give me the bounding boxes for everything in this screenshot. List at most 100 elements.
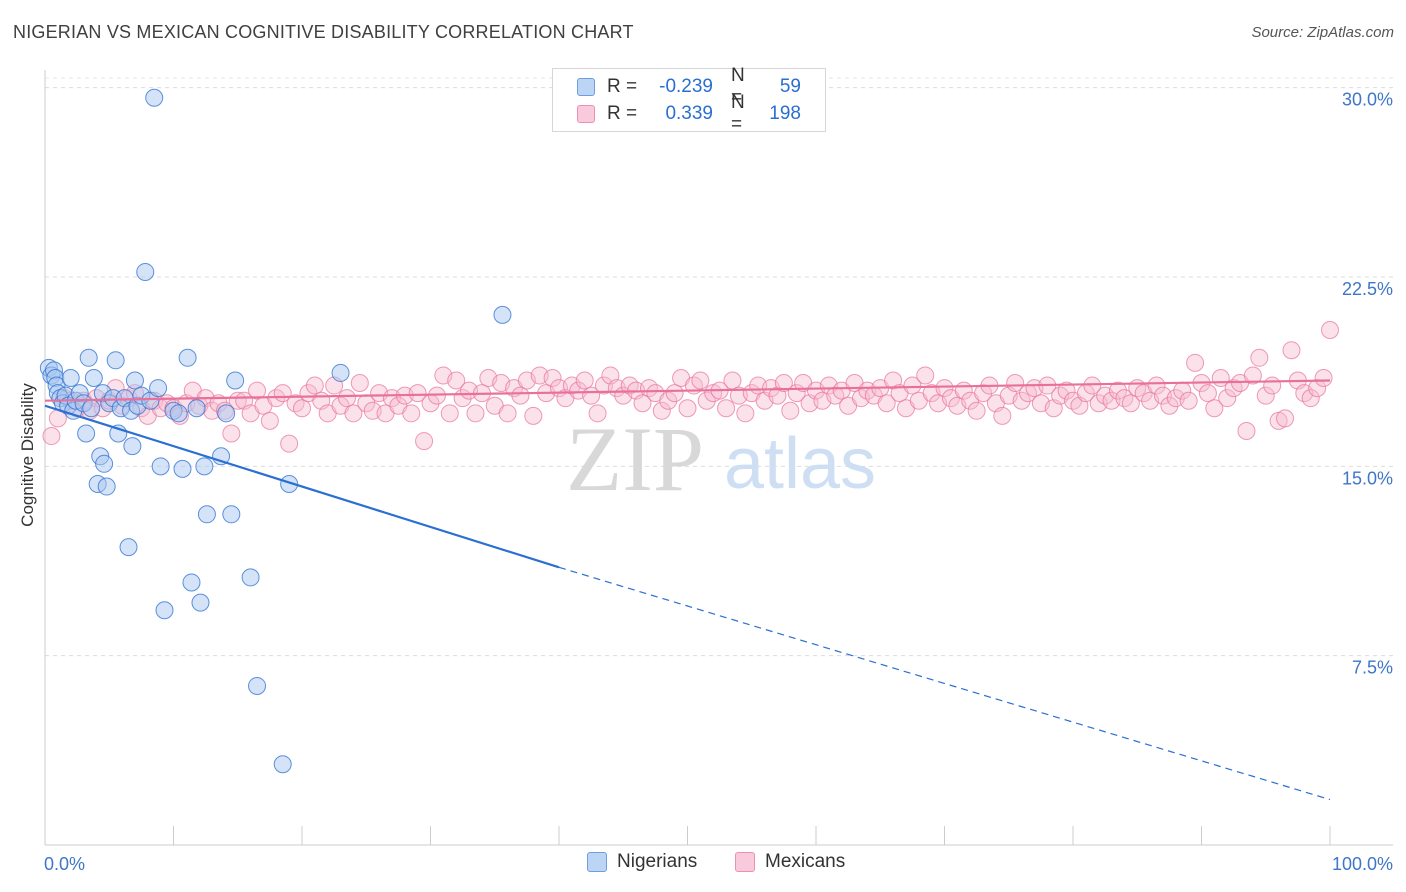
nigerians-point (222, 505, 241, 524)
nigerians-point (195, 457, 214, 476)
nigerians-point (273, 755, 292, 774)
mexicans-point (1198, 384, 1217, 403)
nigerians-point (61, 368, 80, 387)
axes (44, 70, 1393, 846)
mexicans-point (350, 374, 369, 393)
watermark-atlas: atlas (724, 424, 876, 504)
mexicans-point (993, 406, 1012, 425)
mexicans-point (305, 376, 324, 395)
legend-r-value: -0.239 (659, 76, 713, 97)
mexicans-point (42, 427, 61, 446)
nigerians-point (77, 424, 96, 443)
nigerians-legend-swatch (587, 852, 607, 872)
y-tick-label: 22.5% (1342, 279, 1393, 299)
nigerians-point (119, 538, 138, 557)
mexicans-point (1250, 348, 1269, 367)
nigerians-point (125, 371, 144, 390)
nigerians-point (226, 371, 245, 390)
nigerians-point (123, 437, 142, 456)
mexicans-legend-swatch (735, 852, 755, 872)
mexicans-point (723, 371, 742, 390)
legend-n-value: 198 (769, 103, 801, 124)
mexicans-point (736, 404, 755, 423)
mexicans-point (659, 391, 678, 410)
mexicans-point (665, 384, 684, 403)
y-tick-label: 30.0% (1342, 90, 1393, 110)
nigerians-point (145, 88, 164, 107)
mexicans-point (337, 389, 356, 408)
mexicans-point (344, 404, 363, 423)
legend-n-value: 59 (779, 76, 801, 97)
mexicans-point (248, 381, 267, 400)
nigerians-point (191, 593, 210, 612)
mexicans-point (1147, 376, 1166, 395)
y-axis-label: Cognitive Disability (18, 383, 37, 527)
legend-item-mexicans: Mexicans (735, 851, 845, 873)
mexicans-point (402, 404, 421, 423)
mexicans-point (1256, 386, 1275, 405)
legend-item-nigerians: Nigerians (587, 851, 697, 873)
nigerians-point (84, 368, 103, 387)
legend-row-mexicans: R = 0.339 N = 198 (577, 92, 801, 135)
mexicans-point (1282, 341, 1301, 360)
nigerians-point (97, 477, 116, 496)
mexicans-point (967, 401, 986, 420)
nigerians-legend-label: Nigerians (617, 851, 698, 872)
mexicans-point (652, 401, 671, 420)
y-tick-label: 15.0% (1342, 468, 1393, 488)
mexicans-point (697, 391, 716, 410)
mexicans-point (1243, 366, 1262, 385)
nigerians-point (169, 404, 188, 423)
mexicans-point (1108, 381, 1127, 400)
nigerians-point (280, 475, 299, 494)
mexicans-point (222, 424, 241, 443)
mexicans-point (228, 391, 247, 410)
mexicans-point (1237, 421, 1256, 440)
mexicans-point (678, 399, 697, 418)
legend-r-label: R = (607, 76, 638, 97)
nigerians-point (493, 305, 512, 324)
nigerians-point (151, 457, 170, 476)
nigerians-point (217, 404, 236, 423)
nigerians-points (39, 88, 512, 774)
mexicans-point (293, 399, 311, 418)
mexicans-trend-line (44, 379, 1331, 402)
mexicans-point (440, 404, 459, 423)
nigerians-point (155, 601, 174, 620)
mexicans-point (1083, 376, 1102, 395)
mexicans-point (1218, 389, 1237, 408)
legend-r-label: R = (607, 103, 638, 124)
mexicans-point (1276, 409, 1295, 428)
x-tick-label: 0.0% (44, 854, 85, 874)
watermark-zip: ZIP (566, 408, 704, 510)
nigerians-point (173, 459, 192, 478)
mexicans-legend-label: Mexicans (765, 851, 846, 872)
mexicans-point (1160, 396, 1179, 415)
nigerians-point (187, 399, 206, 418)
mexicans-point (280, 434, 299, 453)
mexicans-point (415, 432, 434, 451)
mexicans-point (447, 371, 466, 390)
nigerians-point (149, 379, 168, 398)
mexicans-point (1179, 391, 1198, 410)
mexicans-point (1263, 376, 1282, 395)
mexicans-point (935, 379, 954, 398)
mexicans-point (1301, 389, 1320, 408)
tick-labels: 7.5% 15.0% 22.5% 30.0% 0.0% 100.0% (44, 90, 1393, 874)
x-tick-label: 100.0% (1332, 854, 1393, 874)
mexicans-point (903, 376, 922, 395)
mexicans-point (1057, 381, 1076, 400)
mexicans-point (1012, 391, 1031, 410)
mexicans-point (588, 404, 607, 423)
mexicans-point (260, 411, 279, 430)
mexicans-point (974, 384, 993, 403)
nigerians-point (248, 676, 267, 695)
mexicans-point (466, 404, 485, 423)
mexicans-point (877, 394, 896, 413)
y-tick-label: 7.5% (1352, 658, 1393, 678)
nigerians-point (331, 363, 350, 382)
legend-row-nigerians: R = -0.239 N = 59 (577, 65, 801, 108)
mexicans-point (1321, 321, 1339, 340)
nigerians-swatch (577, 78, 595, 96)
mexicans-point (774, 374, 793, 393)
